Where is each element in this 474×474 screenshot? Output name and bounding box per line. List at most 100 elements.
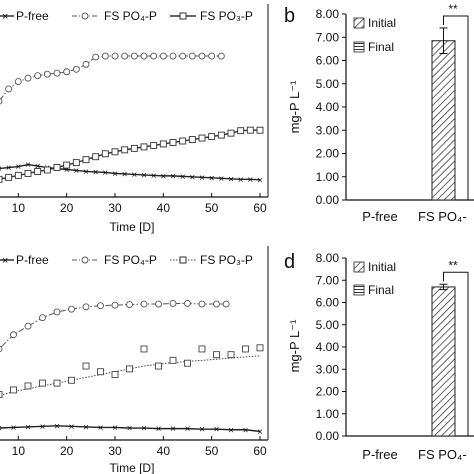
legend-a-fs-po4: FS PO₄-P bbox=[104, 9, 157, 23]
panel-a-point bbox=[140, 52, 148, 60]
panel-a-point bbox=[227, 129, 235, 137]
panel-c-point: × bbox=[54, 421, 60, 432]
panel-c-point: × bbox=[25, 422, 31, 433]
panel-c-point bbox=[140, 345, 148, 353]
panel-c-point bbox=[0, 391, 3, 398]
panel-c-point bbox=[24, 322, 32, 330]
panel-c-point bbox=[198, 300, 206, 308]
panel-c-point bbox=[82, 362, 90, 370]
panel-c-series-line-2 bbox=[0, 355, 261, 396]
panel-b-significance-bracket bbox=[443, 15, 469, 200]
panel-d-y-tick-label: 4.00 bbox=[316, 340, 340, 354]
panel-a-point: × bbox=[122, 169, 128, 180]
panel-a-point bbox=[159, 140, 167, 148]
panel-c-point: × bbox=[98, 423, 104, 434]
panel-c-point: × bbox=[0, 424, 2, 435]
panel-b-y-tick-label: 4.00 bbox=[316, 100, 340, 114]
panel-a-point bbox=[63, 68, 71, 76]
panel-c-point: × bbox=[214, 425, 220, 436]
panel-a-point bbox=[188, 52, 196, 60]
panel-a-point bbox=[63, 161, 71, 169]
panel-c-point bbox=[213, 351, 220, 359]
panel-a-point bbox=[14, 78, 22, 86]
legend-c-fs-po3: FS PO₃-P bbox=[200, 253, 253, 267]
panel-c-point bbox=[184, 359, 191, 367]
panel-a-point bbox=[111, 148, 119, 156]
panel-a-point bbox=[5, 173, 13, 181]
panel-a-point: × bbox=[93, 167, 99, 178]
panel-a-point bbox=[130, 144, 138, 152]
panel-a-point bbox=[24, 169, 32, 177]
panel-b-y-tick-label: 6.00 bbox=[316, 54, 340, 68]
panel-c-point: × bbox=[40, 422, 46, 433]
panel-a-point: × bbox=[83, 167, 89, 178]
panel-c-point: × bbox=[141, 424, 147, 435]
panel-d-y-tick-label: 2.00 bbox=[316, 385, 340, 399]
panel-a-point bbox=[150, 52, 158, 60]
panel-a-x-tick-label: 30 bbox=[108, 201, 122, 215]
panel-a-point bbox=[92, 53, 100, 61]
panel-d-y-tick-label: 7.00 bbox=[316, 273, 340, 287]
legend-b-final: Final bbox=[368, 40, 394, 54]
panel-b-y-tick-label: 3.00 bbox=[316, 123, 340, 137]
panel-a-point: × bbox=[73, 166, 79, 177]
panel-a-point bbox=[169, 139, 177, 146]
panel-a-point bbox=[101, 52, 109, 60]
legend-c-p-free: P-free bbox=[16, 253, 49, 267]
panel-c-point bbox=[111, 371, 119, 379]
panel-b-category-1: P-free bbox=[362, 209, 397, 224]
panel-a-point bbox=[246, 126, 254, 134]
panel-a-point bbox=[198, 52, 206, 60]
panel-c-point: × bbox=[69, 422, 75, 433]
panel-a-x-label: Time [D] bbox=[110, 220, 155, 234]
panel-a-point: × bbox=[112, 169, 118, 180]
panel-a-point bbox=[0, 97, 3, 105]
panel-d-y-label: mg-P L⁻¹ bbox=[287, 319, 302, 373]
panel-c-point bbox=[213, 300, 220, 308]
panel-c-point bbox=[140, 300, 148, 308]
panel-a-x-tick-label: 10 bbox=[12, 201, 26, 215]
panel-c-point bbox=[155, 300, 162, 308]
panel-c-point bbox=[39, 314, 46, 322]
panel-d-category-2: FS PO₄- bbox=[418, 447, 467, 462]
panel-a-point bbox=[237, 127, 245, 135]
panel-a-point bbox=[140, 143, 148, 151]
panel-a-point bbox=[34, 72, 42, 80]
panel-c-point bbox=[184, 299, 191, 307]
panel-a-point: × bbox=[180, 172, 186, 183]
panel-b-y-label: mg-P L⁻¹ bbox=[287, 80, 302, 134]
panel-a-point: × bbox=[257, 175, 263, 186]
panel-a-point bbox=[188, 136, 196, 143]
panel-a-point bbox=[0, 175, 3, 183]
panel-c-point bbox=[53, 379, 61, 387]
panel-a-point: × bbox=[170, 171, 176, 182]
panel-b-y-tick-label: 8.00 bbox=[316, 7, 340, 21]
panel-a-point bbox=[72, 159, 80, 167]
panel-a-point bbox=[43, 70, 51, 78]
panel-a-point bbox=[159, 52, 167, 60]
legend-d-initial-swatch bbox=[353, 261, 365, 273]
panel-c-x-tick-label: 10 bbox=[12, 444, 26, 458]
panel-d-bar-chart: d mg-P L⁻¹ 0.00 1.00 2.00 3.00 4.00 5.00 6.00 7… bbox=[284, 251, 474, 462]
panel-a-point bbox=[92, 153, 100, 161]
panel-b-y-tick-label: 2.00 bbox=[316, 147, 340, 161]
panel-a-point: × bbox=[35, 162, 41, 173]
panel-c-x-label: Time [D] bbox=[110, 461, 155, 474]
panel-a-point bbox=[82, 60, 90, 68]
panel-c-point bbox=[256, 344, 264, 352]
panel-c-point: × bbox=[112, 423, 118, 434]
panel-c-x-tick-label: 40 bbox=[157, 444, 171, 458]
panel-c-x-tick-label: 50 bbox=[205, 444, 219, 458]
panel-c-point bbox=[97, 368, 104, 376]
panel-c-point bbox=[0, 345, 3, 353]
panel-a-point bbox=[82, 156, 90, 164]
panel-b-bar-initial bbox=[431, 40, 456, 201]
panel-d-y-tick-label: 0.00 bbox=[316, 429, 340, 443]
panel-d-significance-bracket bbox=[443, 271, 469, 436]
legend-b-initial-swatch bbox=[353, 17, 365, 29]
panel-a-point bbox=[14, 171, 22, 179]
legend-c-p-free-marker: × bbox=[2, 255, 8, 267]
panel-b-category-2: FS PO₄- bbox=[418, 209, 467, 224]
